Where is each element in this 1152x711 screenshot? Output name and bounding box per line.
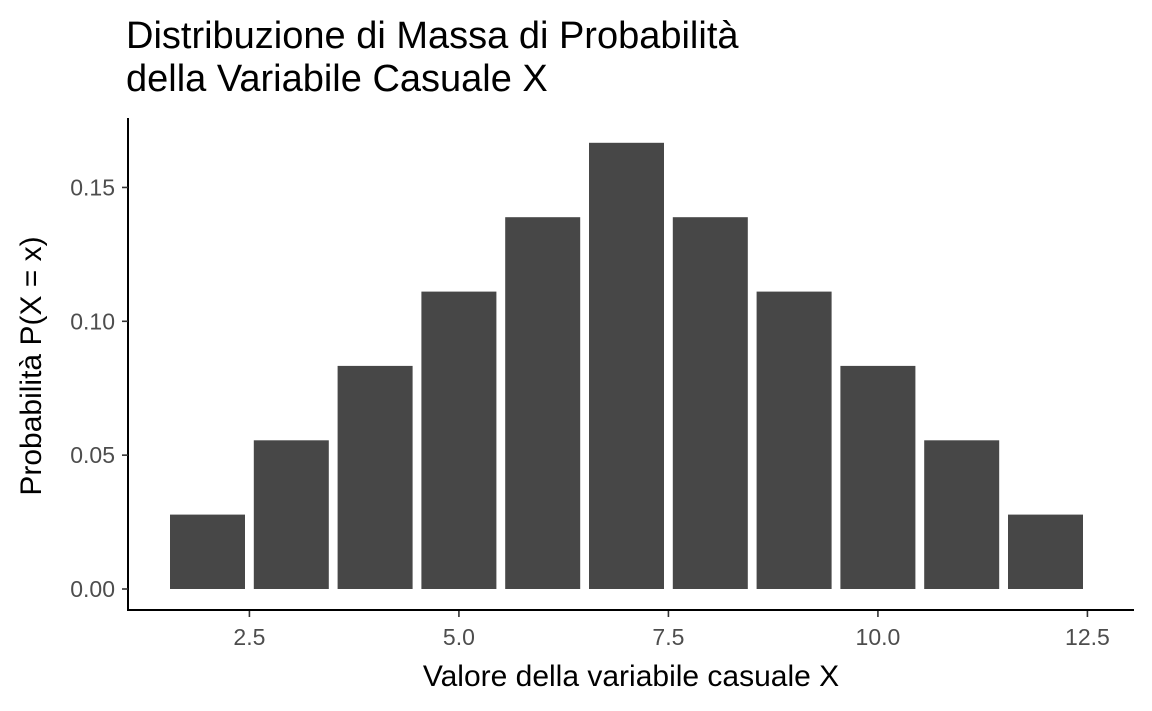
y-tick-label: 0.00 [70, 576, 115, 602]
chart-title-line-1: Distribuzione di Massa di Probabilità [126, 15, 739, 57]
x-tick-label: 12.5 [1065, 624, 1110, 650]
x-tick-label: 5.0 [443, 624, 475, 650]
x-axis-ticks: 2.5 5.0 7.5 10.0 12.5 [233, 611, 1110, 650]
y-tick-label: 0.15 [70, 174, 115, 200]
bar-x-10 [840, 365, 916, 589]
bar-x-6 [505, 217, 581, 589]
bar-x-7 [589, 142, 664, 590]
y-axis-ticks: 0.00 0.05 0.10 0.15 [70, 174, 128, 602]
y-tick-label: 0.05 [70, 442, 115, 468]
x-tick-label: 7.5 [652, 624, 684, 650]
bar-x-4 [337, 365, 413, 589]
y-axis-title: Probabilità P(X = x) [15, 236, 48, 495]
bar-x-11 [924, 440, 1000, 589]
bar-x-2 [170, 514, 245, 589]
x-axis-title: Valore della variabile casuale X [423, 660, 839, 693]
bar-series [170, 142, 1083, 590]
chart-title-line-2: della Variabile Casuale X [126, 58, 548, 100]
y-tick-label: 0.10 [70, 308, 115, 334]
bar-x-5 [421, 291, 497, 589]
x-tick-label: 10.0 [856, 624, 901, 650]
bar-x-3 [253, 440, 329, 589]
bar-x-9 [756, 291, 832, 589]
bar-x-12 [1008, 514, 1083, 589]
x-tick-label: 2.5 [233, 624, 265, 650]
bar-x-8 [672, 217, 748, 589]
